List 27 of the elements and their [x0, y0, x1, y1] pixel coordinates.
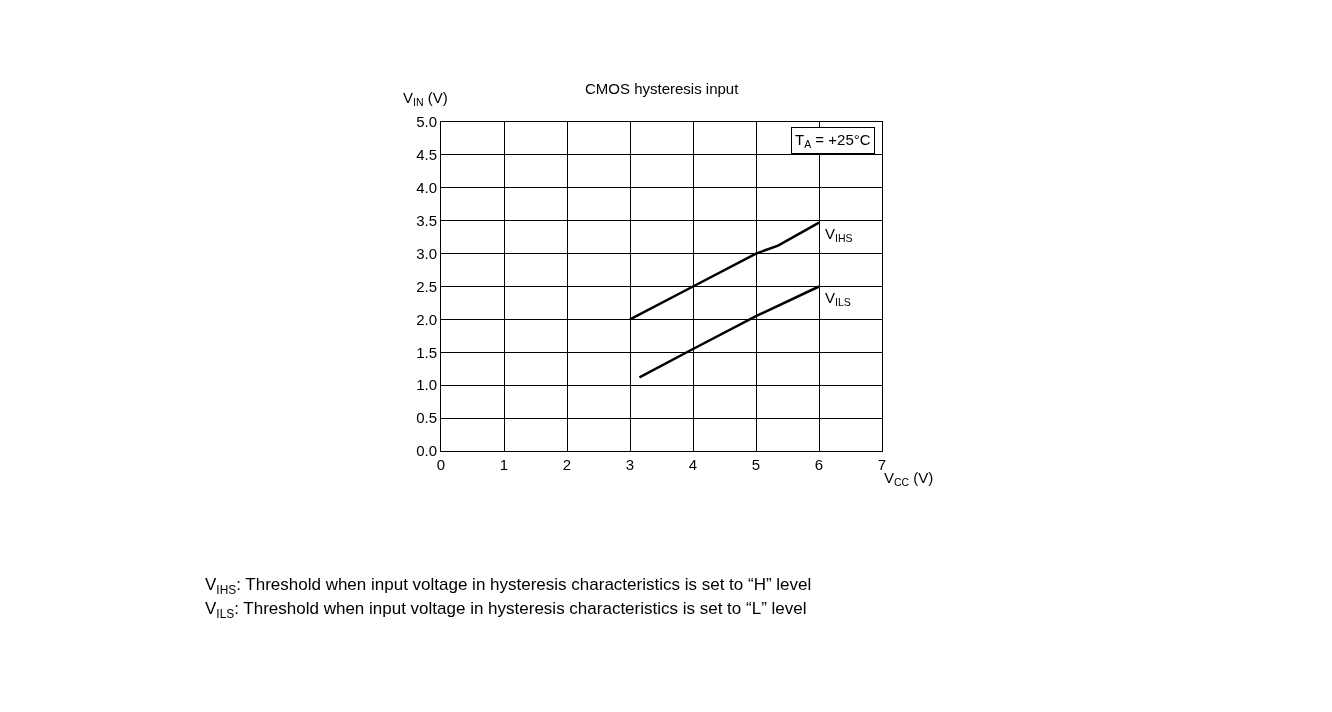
y-tick-label: 4.5 [416, 146, 437, 164]
y-tick-label: 1.0 [416, 376, 437, 394]
text: V$_{ILS}$: Threshold when input voltage in hysteresis characteristics is set to “L” level [205, 599, 807, 621]
series-label: V$_{IHS}$ [825, 225, 853, 245]
series-label: V$_{ILS}$ [825, 289, 851, 309]
y-tick-label: 2.5 [416, 277, 437, 295]
x-tick-label: 6 [814, 456, 824, 473]
x-tick-label: 2 [562, 456, 572, 473]
y-tick-label: 4.0 [416, 179, 437, 197]
text: V$_{IHS}$: Threshold when input voltage in hysteresis characteristics is set to “H” level [205, 575, 812, 597]
x-tick-label: 5 [751, 456, 761, 473]
y-tick-label: 3.5 [416, 211, 437, 229]
y-tick-label: 3.0 [416, 244, 437, 262]
x-axis-title: V$_{CC}$ (V) [884, 469, 934, 489]
x-tick-label: 7 [877, 456, 887, 473]
y-tick-label: 5.0 [416, 113, 437, 131]
x-tick-label: 3 [625, 456, 635, 473]
chart-title: CMOS hysteresis input [585, 80, 740, 97]
annotation: T$_{A}$ = +25°C [795, 131, 871, 151]
x-tick-label: 4 [688, 456, 698, 473]
x-tick-label: 0 [436, 456, 446, 473]
y-axis-title: V$_{IN}$ (V) [403, 89, 448, 109]
y-tick-label: 0.5 [416, 409, 437, 427]
x-tick-label: 1 [499, 456, 509, 473]
y-tick-label: 2.0 [416, 310, 437, 328]
y-tick-label: 0.0 [416, 442, 437, 460]
y-tick-label: 1.5 [416, 343, 437, 361]
